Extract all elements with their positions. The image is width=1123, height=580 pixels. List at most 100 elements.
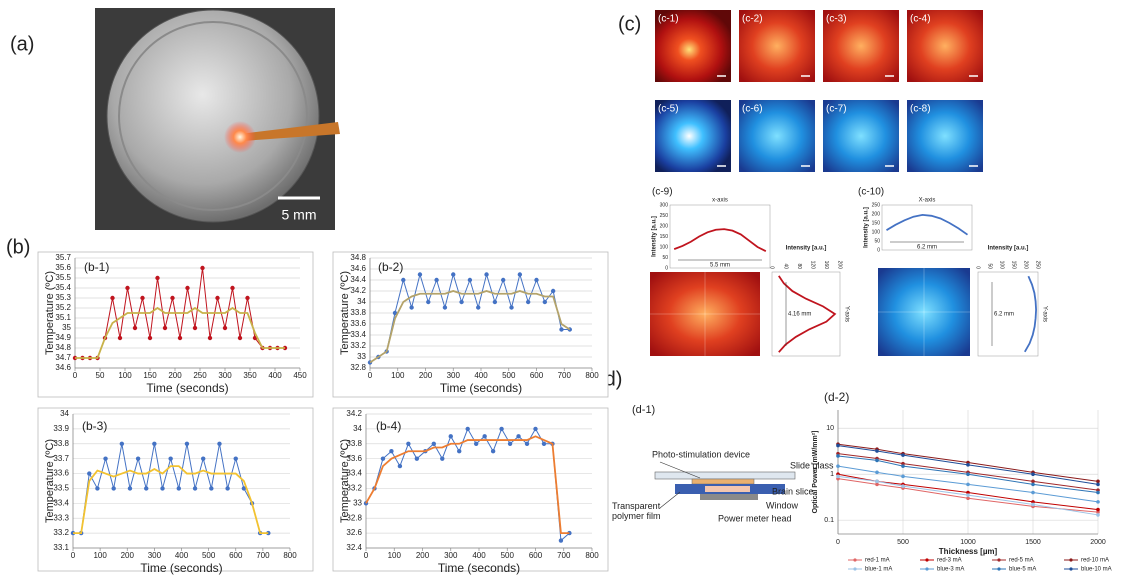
legend-swatch: [997, 558, 1001, 562]
diagram-text: Brain slice: [772, 486, 814, 496]
x-tick-label: 200: [168, 371, 182, 380]
y-tick-label: 35.2: [55, 303, 71, 312]
x-tick-label: 150: [143, 371, 157, 380]
data-point: [140, 295, 145, 301]
x-axis-label: Time (seconds): [146, 381, 228, 395]
data-point: [1031, 472, 1035, 477]
data-point: [541, 441, 547, 446]
data-point: [1096, 513, 1100, 517]
image-tile: [739, 100, 815, 172]
diagram-text: Photo-stimulation device: [652, 449, 750, 459]
profile-label: (c-9): [652, 187, 673, 198]
data-point: [117, 335, 123, 341]
diagram-text: Transparent polymer film: [612, 501, 661, 521]
data-point: [966, 493, 970, 497]
data-point: [507, 441, 513, 446]
data-point: [525, 299, 531, 305]
chart-label: (b-4): [376, 419, 401, 433]
y-tick-label: 34.8: [350, 253, 366, 262]
legend-swatch: [853, 558, 857, 562]
series-line: [837, 465, 1099, 503]
y-tick-label: 33.5: [53, 484, 69, 493]
data-point: [465, 426, 470, 432]
profile-tick-label: 150: [1011, 261, 1017, 270]
data-point: [431, 441, 436, 446]
diagram-text: Slide glass: [790, 460, 834, 470]
data-point: [215, 295, 220, 301]
x-tick-label: 600: [530, 371, 544, 380]
x-tick-label: 350: [243, 371, 257, 380]
data-point: [490, 449, 496, 454]
legend-swatch: [1069, 558, 1073, 562]
y-tick-label: 34.8: [55, 343, 71, 352]
legend-swatch: [925, 567, 929, 571]
y-tick-label: 34.6: [350, 264, 366, 273]
profile-tick-label: 250: [660, 213, 669, 219]
data-point: [207, 335, 213, 341]
y-tick-label: 34: [60, 409, 69, 418]
data-point: [217, 441, 222, 446]
data-point: [168, 456, 173, 461]
profile-tick-label: 80: [796, 263, 802, 269]
x-tick-label: 500: [501, 551, 515, 560]
series-line: [837, 475, 1099, 516]
x-tick-label: 800: [585, 371, 599, 380]
data-point: [147, 335, 153, 341]
x-axis-label: Thickness [µm]: [939, 547, 998, 556]
data-point: [966, 496, 970, 501]
y-axis-label: Temperature (ºC): [339, 271, 351, 355]
data-point: [509, 305, 514, 310]
y-tick-label: 33: [353, 498, 362, 507]
x-tick-label: 100: [118, 371, 132, 380]
x-tick-label: 400: [268, 371, 282, 380]
y-tick-label: 33.4: [346, 469, 362, 478]
data-point: [225, 486, 230, 491]
data-point: [467, 277, 473, 283]
y-tick-label: 33.3: [53, 513, 69, 522]
y-tick-label: 34: [353, 424, 362, 433]
profile-tick-label: 250: [872, 202, 881, 208]
data-point: [1031, 490, 1035, 495]
x-axis-label: Time (seconds): [440, 381, 522, 395]
scale-bar-label: 5 mm: [282, 207, 317, 223]
profile-axis-label: Intensity [a.u.]: [786, 246, 827, 252]
x-tick-label: 400: [472, 551, 486, 560]
data-point: [170, 295, 175, 301]
data-point: [966, 490, 970, 495]
profile-frame: [771, 271, 841, 357]
data-point: [473, 441, 479, 446]
x-tick-label: 2000: [1090, 539, 1106, 546]
data-point: [550, 288, 556, 294]
y-axis-label: Temperature (ºC): [44, 439, 56, 523]
profile-tick-label: 0: [665, 265, 668, 271]
y-tick-label: 34.4: [350, 275, 366, 284]
profile-frame: [977, 271, 1039, 357]
x-tick-label: 250: [193, 371, 207, 380]
y-tick-label: 35.7: [55, 253, 71, 262]
y-tick-label: 33.4: [53, 498, 69, 507]
x-tick-label: 600: [529, 551, 543, 560]
data-point: [160, 486, 165, 491]
data-point: [533, 426, 538, 432]
x-tick-label: 0: [73, 371, 78, 380]
profile-curve: [673, 228, 767, 253]
diagram-d1: [654, 461, 796, 509]
profile-axis-label: Intensity [a.u.]: [652, 216, 658, 257]
x-tick-label: 450: [293, 371, 307, 380]
x-tick-label: 100: [93, 551, 107, 560]
profile-tick-label: 100: [999, 261, 1005, 270]
legend-label: red-3 mA: [937, 558, 962, 564]
data-point: [162, 325, 168, 331]
data-point: [901, 474, 905, 479]
data-point: [558, 538, 564, 543]
data-point: [209, 486, 214, 491]
data-point: [492, 299, 498, 305]
legend-swatch: [925, 558, 929, 562]
image-label: (c-6): [742, 104, 763, 115]
data-point: [184, 441, 190, 446]
data-point: [476, 305, 481, 310]
y-tick-label: 34.6: [55, 363, 71, 372]
y-tick-label: 33.7: [53, 454, 69, 463]
profile-curve: [778, 275, 837, 353]
panel-label: (b): [6, 236, 30, 258]
